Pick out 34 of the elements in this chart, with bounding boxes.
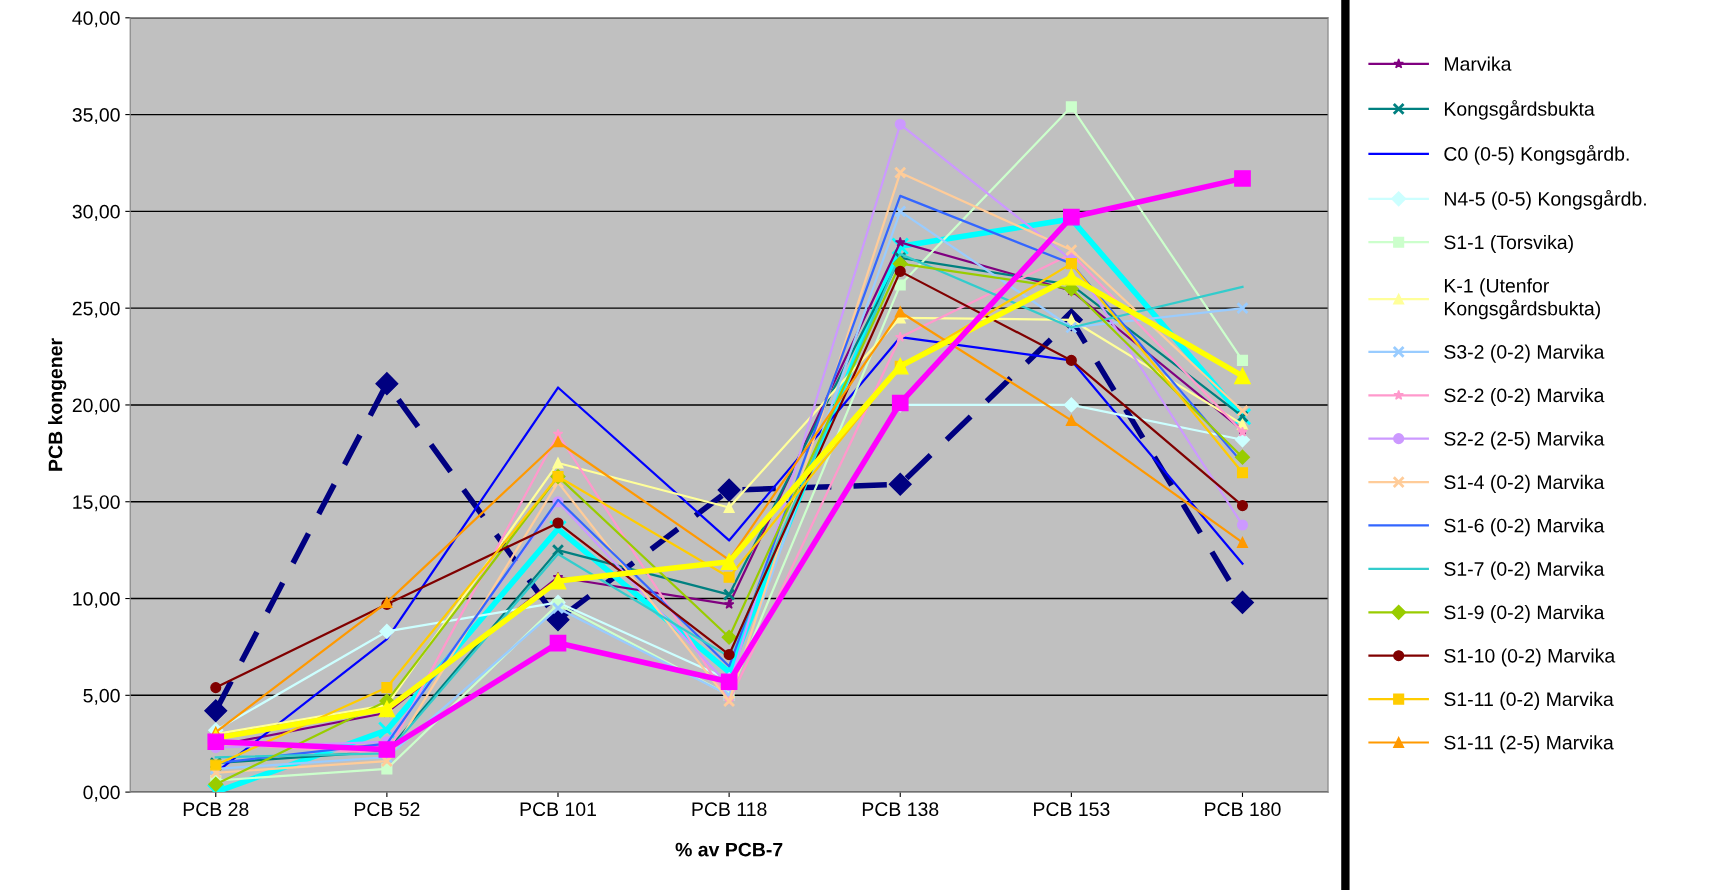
legend-label: S3-2 (0-2) Marvika (1444, 344, 1605, 363)
y-axis-title: PCB kongener (48, 338, 67, 471)
legend-label: S1-4 (0-2) Marvika (1444, 474, 1605, 493)
legend-label: S2-2 (2-5) Marvika (1444, 431, 1605, 450)
x-tick-label: PCB 52 (354, 802, 420, 817)
x-tick-label: PCB 138 (862, 802, 939, 817)
x-tick-label: PCB 101 (520, 802, 596, 817)
x-tick-label: PCB 28 (183, 802, 249, 817)
y-tick-label: 35,00 (72, 108, 120, 125)
legend-label: S2-2 (0-2) Marvika (1444, 387, 1605, 407)
x-tick-label: PCB 153 (1034, 802, 1110, 817)
y-tick-label: 0,00 (83, 785, 120, 802)
legend-label: S1-11 (2-5) Marvika (1444, 735, 1614, 754)
legend-label: S1-10 (0-2) Marvika (1444, 648, 1616, 667)
x-tick-label: PCB 118 (692, 802, 767, 817)
y-tick-label: 40,00 (72, 11, 120, 28)
y-tick-label: 30,00 (72, 204, 120, 221)
legend-label: Kongsgårdsbukta (1444, 99, 1595, 120)
y-tick-label: 20,00 (72, 398, 120, 415)
legend-label: S1-11 (0-2) Marvika (1444, 691, 1614, 710)
legend-label: N4-5 (0-5) Kongsgårdb. (1444, 189, 1646, 210)
legend-label: K-1 (Utenfor Kongsgårdsbukta) (1444, 278, 1600, 320)
legend-label: S1-1 (Torsvika) (1444, 234, 1573, 254)
y-tick-label: 15,00 (73, 495, 120, 512)
y-tick-label: 25,00 (72, 301, 120, 318)
legend-label: C0 (0-5) Kongsgårdb. (1444, 144, 1629, 165)
legend-label: S1-9 (0-2) Marvika (1444, 605, 1605, 624)
legend-label: S1-7 (0-2) Marvika (1444, 561, 1605, 580)
y-tick-label: 10,00 (73, 591, 120, 609)
x-axis-title: % av PCB-7 (675, 842, 783, 857)
x-tick-label: PCB 180 (1205, 802, 1281, 817)
legend-label: Marvika (1444, 56, 1512, 71)
y-tick-label: 5,00 (83, 688, 120, 705)
legend-label: S1-6 (0-2) Marvika (1444, 518, 1605, 537)
